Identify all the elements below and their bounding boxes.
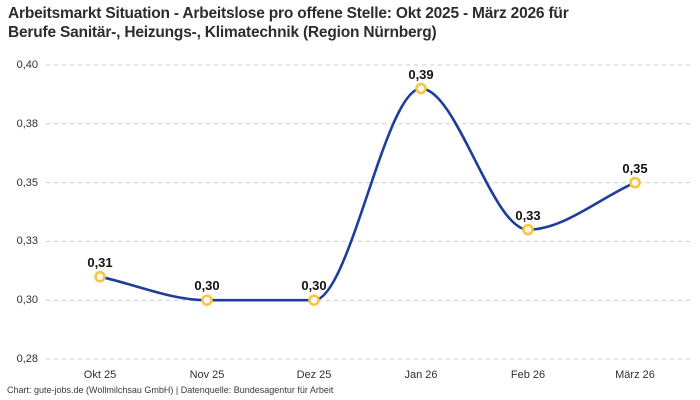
data-point-label: 0,31 (87, 254, 113, 270)
x-tick-label: Jan 26 (404, 369, 438, 381)
x-tick-label: Dez 25 (296, 369, 332, 381)
data-point-label: 0,39 (408, 66, 434, 82)
data-point-marker[interactable] (415, 82, 427, 95)
data-point-label: 0,33 (515, 207, 541, 223)
series-line (98, 87, 637, 302)
data-point-marker[interactable] (629, 176, 641, 189)
y-tick-label: 0,40 (16, 59, 38, 71)
y-tick-label: 0,30 (16, 294, 38, 307)
x-tick-label: Feb 26 (510, 369, 546, 381)
y-tick-label: 0,38 (16, 117, 38, 130)
data-point-label: 0,35 (622, 160, 648, 176)
data-point-label: 0,30 (194, 278, 220, 294)
x-tick-label: März 26 (615, 369, 655, 381)
y-tick-label: 0,33 (16, 235, 38, 248)
chart-title: Arbeitsmarkt Situation - Arbeitslose pro… (8, 4, 688, 42)
data-point-marker[interactable] (522, 223, 534, 236)
y-tick-label: 0,28 (16, 353, 38, 365)
y-tick-label: 0,35 (16, 176, 38, 189)
data-point-label: 0,30 (301, 278, 327, 294)
x-tick-label: Nov 25 (189, 369, 225, 381)
data-point-marker[interactable] (94, 270, 106, 283)
data-point-marker[interactable] (201, 294, 213, 307)
x-tick-label: Okt 25 (83, 369, 117, 381)
chart-title-line1: Arbeitsmarkt Situation - Arbeitslose pro… (8, 5, 569, 22)
data-point-marker[interactable] (308, 294, 320, 307)
chart-title-line2: Berufe Sanitär-, Heizungs-, Klimatechnik… (8, 24, 437, 41)
chart-attribution: Chart: gute-jobs.de (Wollmilchsau GmbH) … (7, 385, 334, 395)
